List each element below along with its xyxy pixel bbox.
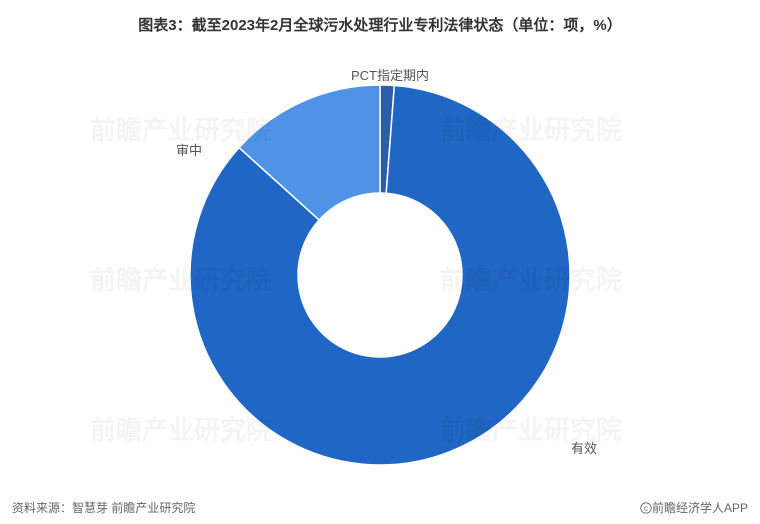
chart-area: PCT指定期内有效 审中 (0, 40, 760, 484)
copyright-text: 前瞻经济学人APP (652, 501, 748, 515)
copyright: c 前瞻经济学人APP (640, 499, 748, 516)
chart-title: 图表3：截至2023年2月全球污水处理行业专利法律状态（单位：项，%） (0, 0, 760, 35)
copyright-icon: c (640, 502, 652, 514)
footer: 资料来源：智慧芽 前瞻产业研究院 c 前瞻经济学人APP (12, 499, 748, 516)
svg-text:c: c (644, 504, 648, 513)
slice-label: PCT指定期内 (351, 68, 429, 83)
source-label: 资料来源：智慧芽 前瞻产业研究院 (12, 499, 195, 516)
donut-chart: PCT指定期内有效 审中 (0, 40, 760, 500)
slice-label: 审中 (176, 143, 202, 158)
slice-label: 有效 (571, 441, 597, 456)
